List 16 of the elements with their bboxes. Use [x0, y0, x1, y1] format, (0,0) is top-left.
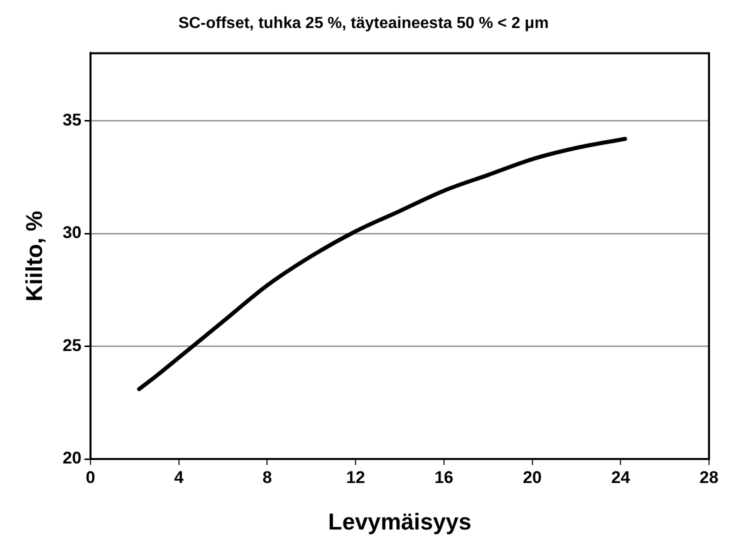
y-tick-label: 35: [62, 110, 82, 130]
x-tick-label: 4: [174, 468, 184, 487]
y-axis-title: Kiilto, %: [21, 210, 48, 302]
x-tick-label: 8: [262, 468, 272, 487]
x-tick-label: 28: [700, 468, 718, 487]
y-tick-label: 30: [62, 223, 82, 242]
x-tick-label: 12: [346, 468, 366, 487]
line-series: [137, 136, 628, 392]
y-tick-label: 25: [62, 336, 82, 355]
chart-title: SC-offset, tuhka 25 %, täyteaineesta 50 % < 2 μm: [178, 15, 549, 32]
x-tick-label: 20: [522, 468, 542, 487]
x-tick-label: 16: [434, 468, 454, 487]
x-tick-label: 0: [86, 468, 96, 487]
x-axis-title: Levymäisyys: [328, 508, 472, 535]
x-tick-label: 24: [611, 468, 631, 487]
y-tick-label: 20: [62, 448, 82, 468]
